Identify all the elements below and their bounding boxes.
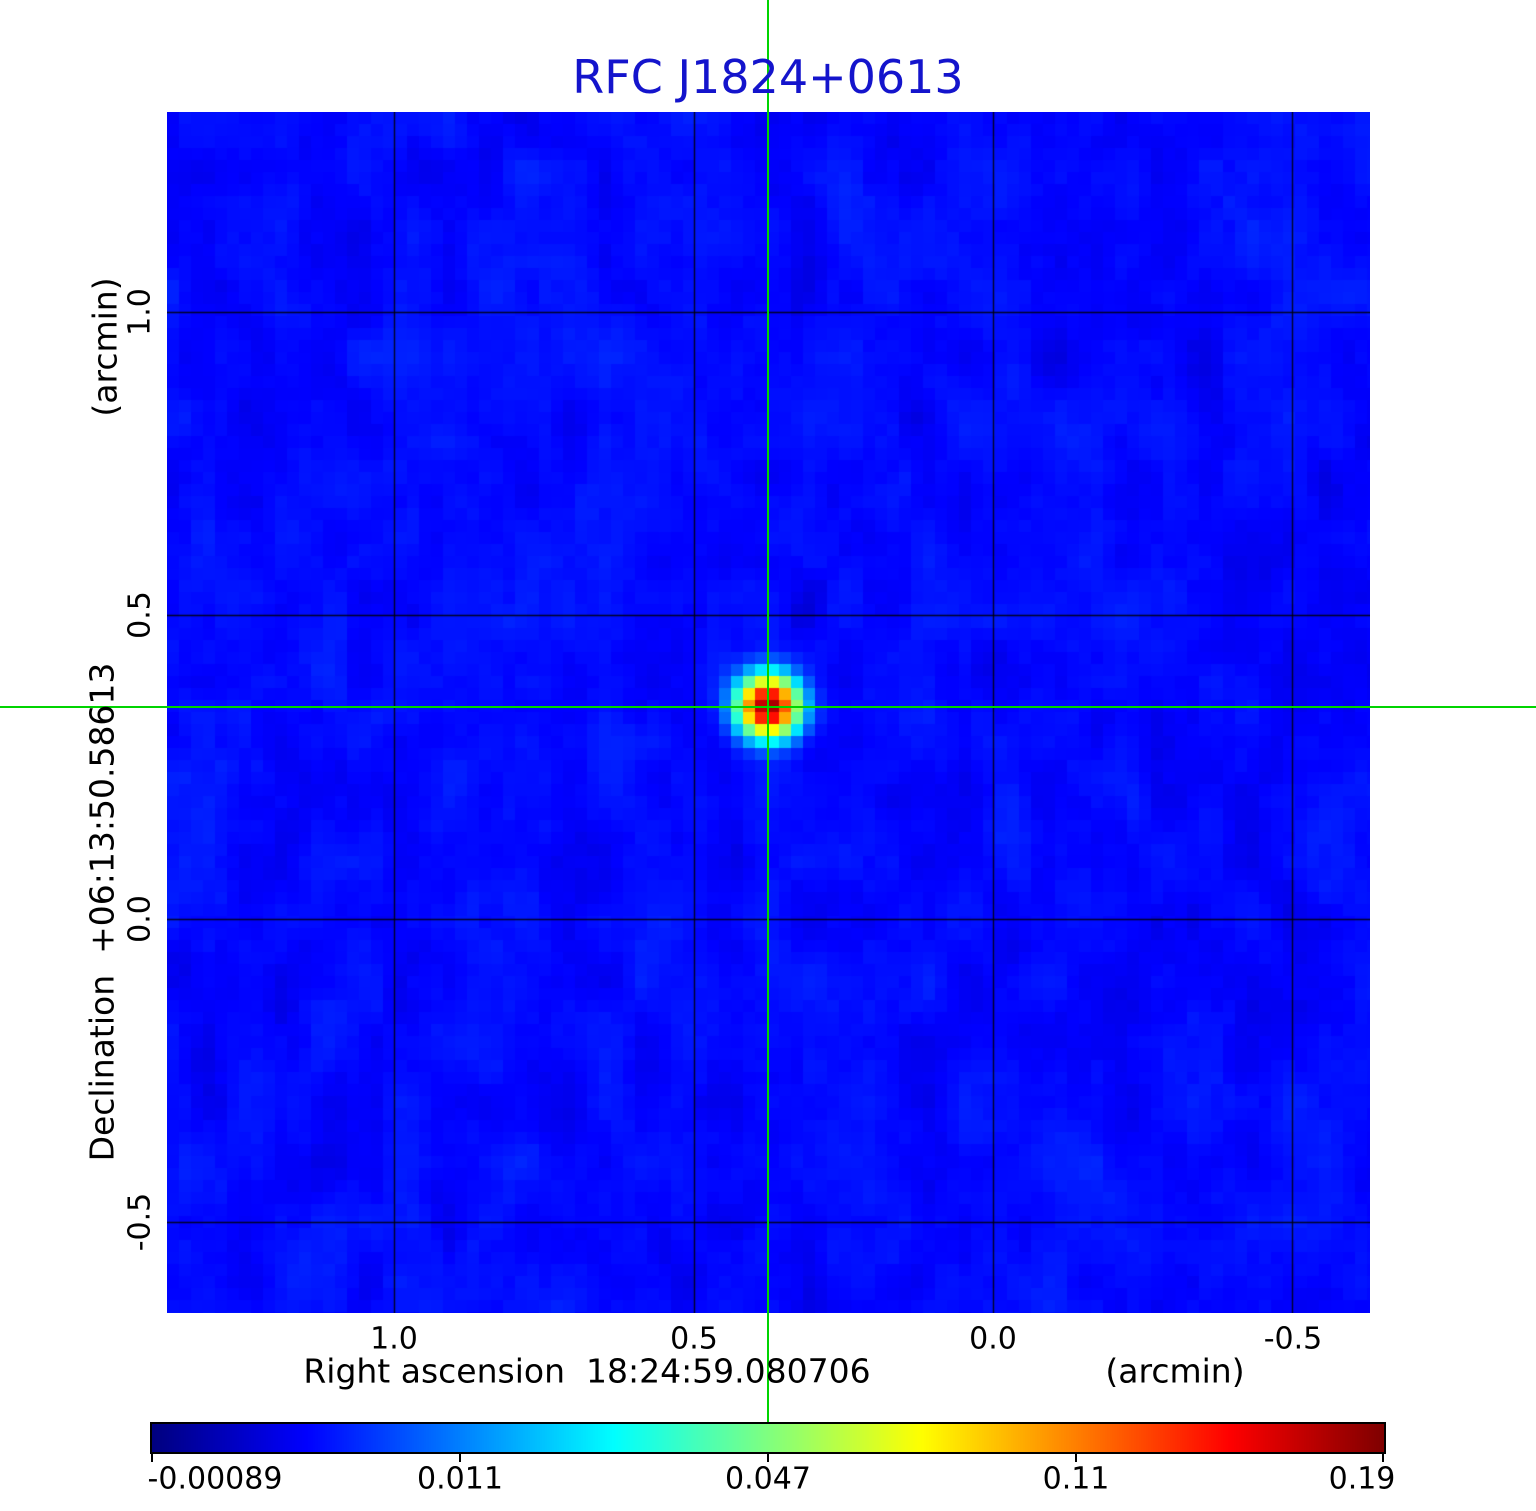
x-tick-label-0.0: 0.0 xyxy=(969,1321,1017,1357)
y-tick-label--0.5: -0.5 xyxy=(122,1192,158,1252)
plot-title: RFC J1824+0613 xyxy=(572,50,964,104)
colorbar-label-max: 0.19 xyxy=(1328,1461,1396,1497)
y-axis-title: Declination +06:13:50.58613 xyxy=(82,662,122,1162)
colorbar-tick-mark xyxy=(151,1454,153,1462)
y-tick-label-1.0: 1.0 xyxy=(122,288,158,336)
colorbar xyxy=(150,1422,1386,1454)
y-tick-label-0.0: 0.0 xyxy=(122,895,158,943)
y-tick-label-0.5: 0.5 xyxy=(122,591,158,639)
colorbar-tick-mark xyxy=(1382,1454,1384,1462)
colorbar-label-3: 0.047 xyxy=(725,1461,811,1497)
colorbar-label-min: -0.00089 xyxy=(147,1461,283,1497)
crosshair-vertical-line xyxy=(767,0,769,1422)
x-tick-label-0.5: 0.5 xyxy=(670,1321,718,1357)
crosshair-horizontal-line xyxy=(0,706,1536,708)
x-tick-label--0.5: -0.5 xyxy=(1263,1321,1323,1357)
colorbar-tick-mark xyxy=(1075,1454,1077,1462)
x-axis-unit-label: (arcmin) xyxy=(1105,1351,1245,1391)
colorbar-gradient-canvas xyxy=(152,1424,1384,1452)
colorbar-label-4: 0.11 xyxy=(1042,1461,1110,1497)
colorbar-tick-mark xyxy=(767,1454,769,1462)
x-tick-label-1.0: 1.0 xyxy=(370,1321,418,1357)
x-axis-title: Right ascension 18:24:59.080706 xyxy=(303,1351,871,1391)
colorbar-tick-mark xyxy=(459,1454,461,1462)
colorbar-label-2: 0.011 xyxy=(417,1461,503,1497)
y-axis-unit-label: (arcmin) xyxy=(85,277,125,417)
